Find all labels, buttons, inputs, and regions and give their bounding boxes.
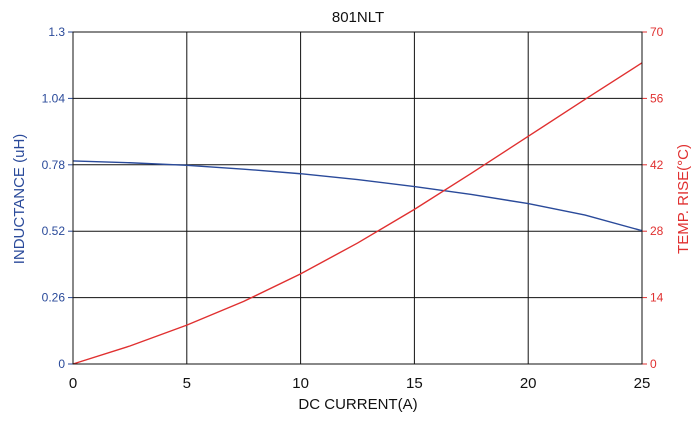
y-left-tick-label: 0.78 — [42, 158, 66, 172]
y-right-tick-label: 56 — [650, 91, 664, 105]
x-tick-label: 10 — [292, 375, 309, 392]
chart-title: 801NLT — [332, 9, 384, 26]
y-axis-label-left: INDUCTANCE (uH) — [11, 134, 28, 265]
tick-labels: 0 5 10 15 20 25 0 0.26 0.52 0.78 1.04 1.3 0 14 28 42 56 7… — [42, 25, 664, 392]
y-left-tick-label: 1.04 — [42, 91, 66, 105]
x-tick-label: 25 — [634, 375, 651, 392]
y-axis-label-right: TEMP. RISE(°C) — [675, 144, 692, 254]
y-right-tick-label: 70 — [650, 25, 664, 39]
y-right-tick-label: 42 — [650, 158, 664, 172]
x-tick-label: 15 — [406, 375, 423, 392]
y-left-tick-label: 0 — [58, 357, 65, 371]
y-right-tick-label: 0 — [650, 357, 657, 371]
y-right-tick-label: 14 — [650, 291, 664, 305]
x-tick-label: 0 — [69, 375, 77, 392]
plot-frame — [72, 31, 643, 365]
x-axis-label: DC CURRENT(A) — [298, 396, 417, 413]
inductance-line — [72, 160, 643, 232]
grid-lines — [68, 31, 647, 365]
y-left-tick-label: 0.52 — [42, 224, 66, 238]
series-lines — [72, 62, 643, 365]
y-right-tick-label: 28 — [650, 224, 664, 238]
y-left-tick-label: 0.26 — [42, 291, 66, 305]
temp-rise-line — [72, 62, 643, 365]
x-tick-label: 20 — [520, 375, 537, 392]
x-tick-label: 5 — [183, 375, 191, 392]
y-left-tick-label: 1.3 — [48, 25, 65, 39]
